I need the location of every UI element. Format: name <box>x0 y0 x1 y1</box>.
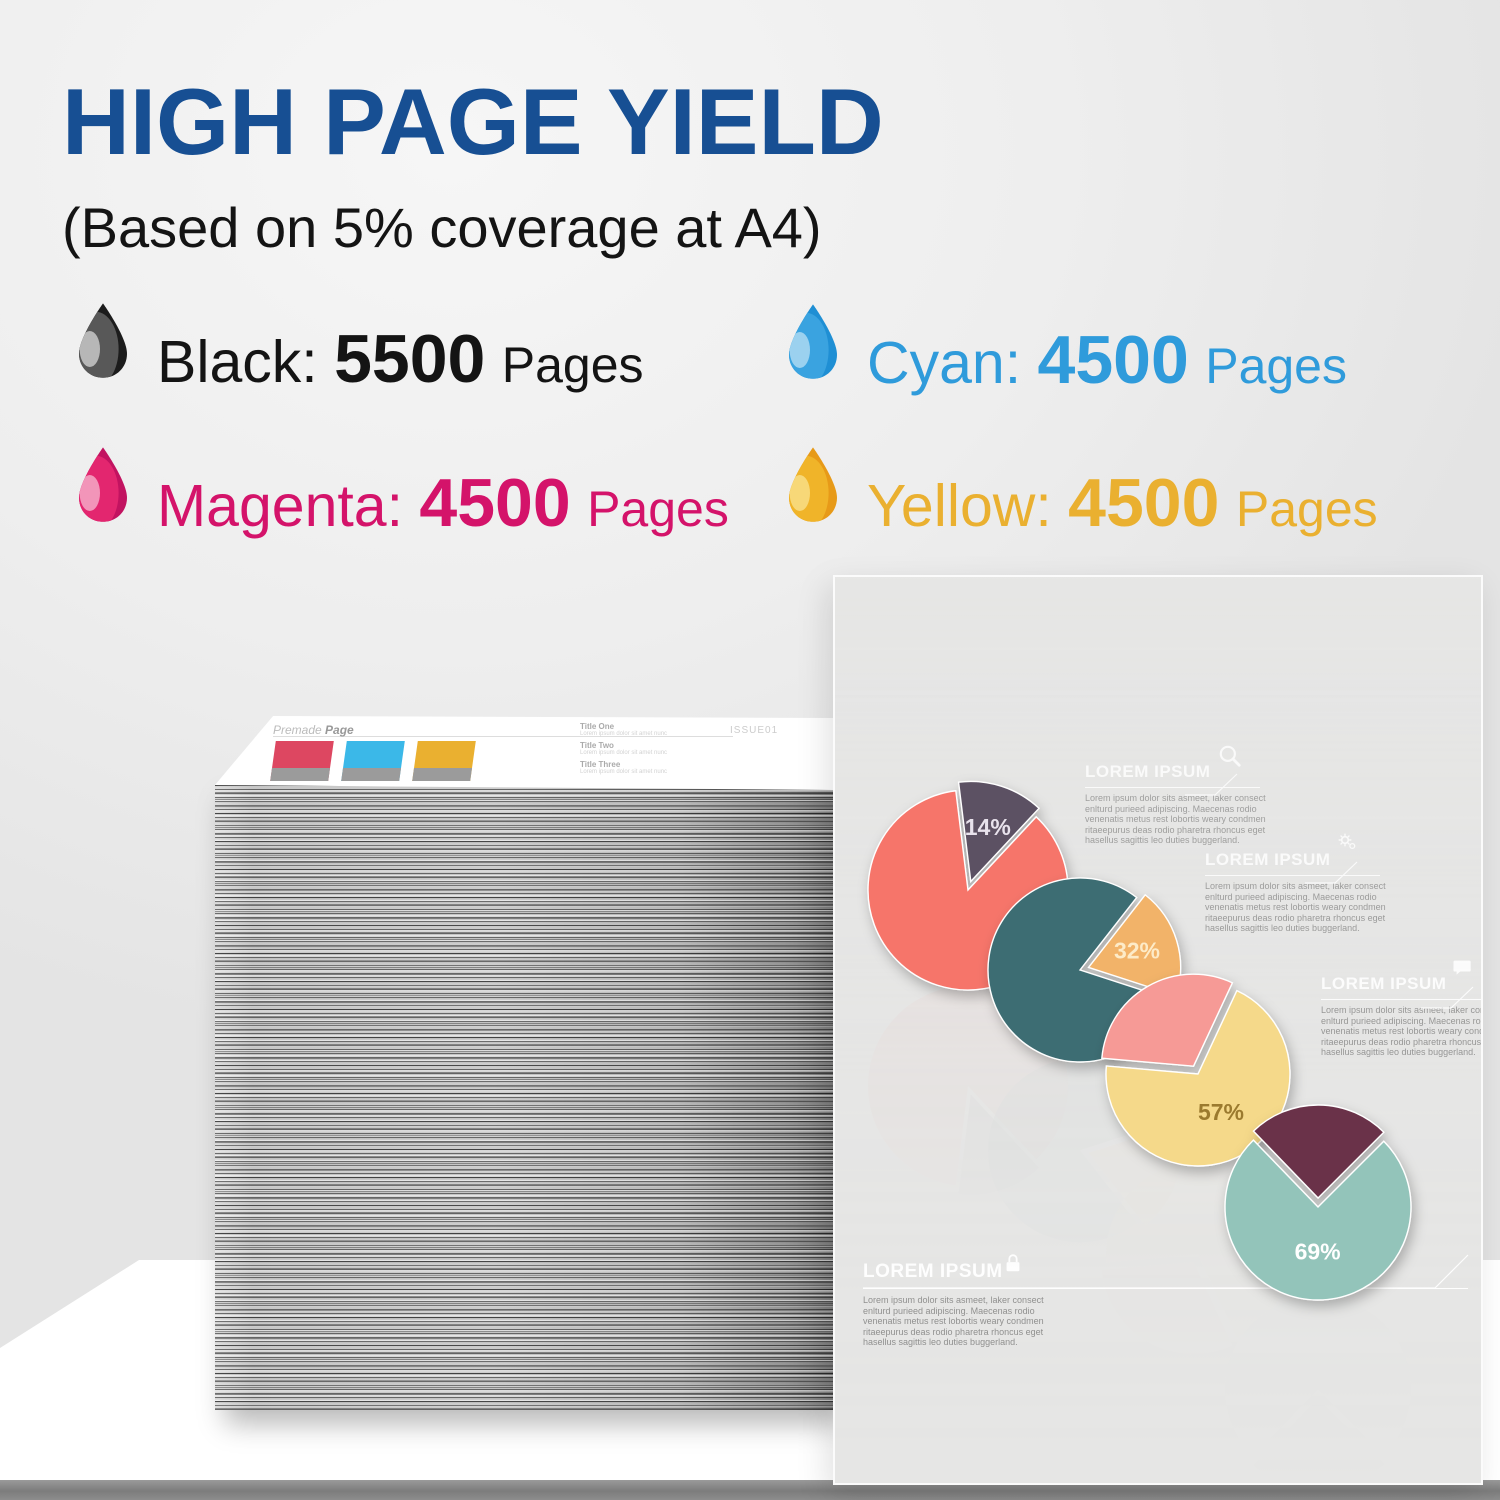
svg-text:14%: 14% <box>965 814 1011 840</box>
svg-text:57%: 57% <box>1198 1099 1244 1125</box>
svg-text:32%: 32% <box>1114 938 1160 964</box>
svg-text:69%: 69% <box>1295 1239 1341 1265</box>
